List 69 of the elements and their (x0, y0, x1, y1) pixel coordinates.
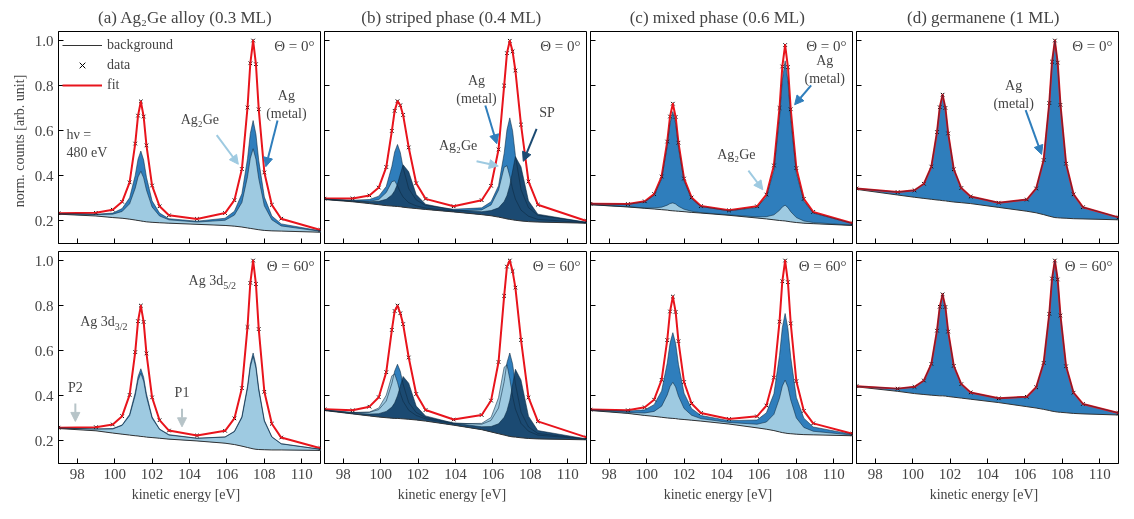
y-tick-label: 0.6 (34, 122, 54, 139)
x-axis-title: kinetic energy [eV] (397, 486, 507, 502)
x-axis-title: kinetic energy [eV] (929, 486, 1039, 502)
x-tick-label: 106 (1013, 465, 1037, 482)
x-axis-title: kinetic energy [eV] (663, 486, 773, 502)
annotation: SP (539, 105, 555, 121)
x-tick-label: 108 (519, 465, 542, 482)
x-tick-label: 106 (747, 465, 771, 482)
y-tick-label: 0.8 (34, 297, 54, 314)
x-tick-label: 100 (369, 465, 392, 482)
x-tick-label: 108 (785, 465, 808, 482)
annotation: P2 (67, 379, 83, 395)
annotation: Θ = 60° (798, 257, 847, 274)
annotation: Θ = 0° (806, 37, 847, 54)
annotation: Ag₂Ge (439, 137, 478, 153)
x-tick-label: 100 (901, 465, 924, 482)
x-tick-label: 110 (556, 465, 579, 482)
x-tick-label: 104 (710, 465, 734, 482)
x-tick-label: 100 (103, 465, 126, 482)
chart-title: (c) mixed phase (0.6 ML) (629, 7, 805, 27)
chart-title: (d) germanene (1 ML) (907, 7, 1060, 27)
x-tick-label: 108 (253, 465, 276, 482)
x-tick-label: 98 (867, 465, 883, 482)
x-tick-label: 104 (178, 465, 202, 482)
x-tick-label: 110 (1088, 465, 1111, 482)
y-tick-label: 0.2 (34, 212, 54, 229)
legend-label: data (107, 57, 131, 73)
y-tick-label: 1.0 (34, 32, 54, 49)
x-tick-label: 106 (215, 465, 239, 482)
x-tick-label: 98 (69, 465, 85, 482)
x-tick-label: 104 (444, 465, 468, 482)
y-axis-title: norm. counts [arb. unit] (11, 74, 27, 208)
annotation: Θ = 60° (266, 257, 315, 274)
x-tick-label: 100 (635, 465, 658, 482)
annotation: Θ = 60° (1064, 257, 1113, 274)
y-tick-label: 0.4 (34, 167, 54, 184)
x-tick-label: 110 (290, 465, 313, 482)
y-tick-label: 1.0 (34, 252, 54, 269)
annotation: Ag₂Ge (717, 147, 756, 163)
legend-label: fit (107, 77, 121, 93)
annotation: Ag (metal) (456, 72, 498, 107)
x-tick-label: 102 (672, 465, 696, 482)
annotation: Θ = 60° (532, 257, 581, 274)
annotation: Ag (metal) (266, 87, 307, 122)
annotation: P1 (174, 385, 190, 401)
x-tick-label: 102 (938, 465, 962, 482)
annotation: Θ = 0° (540, 37, 581, 54)
x-tick-label: 102 (140, 465, 164, 482)
annotation: hν = 480 eV (66, 126, 108, 160)
annotation: Θ = 0° (274, 37, 315, 54)
y-tick-label: 0.6 (34, 342, 54, 359)
annotation: Ag (metal) (804, 52, 846, 87)
legend-label: background (107, 37, 174, 53)
annotation: Ag₂Ge (180, 111, 220, 127)
chart-title: (b) striped phase (0.4 ML) (361, 7, 542, 27)
chart-title: (a) Ag₂Ge alloy (0.3 ML) (98, 7, 272, 27)
x-tick-label: 108 (1051, 465, 1074, 482)
x-tick-label: 98 (601, 465, 617, 482)
y-tick-label: 0.4 (34, 387, 54, 404)
annotation: Θ = 0° (1072, 37, 1113, 54)
x-tick-label: 106 (481, 465, 505, 482)
x-tick-label: 98 (335, 465, 351, 482)
y-tick-label: 0.8 (34, 77, 54, 94)
x-tick-label: 104 (976, 465, 1000, 482)
annotation: Ag (metal) (993, 77, 1035, 112)
x-tick-label: 102 (406, 465, 430, 482)
x-tick-label: 110 (822, 465, 845, 482)
y-tick-label: 0.2 (34, 432, 54, 449)
x-axis-title: kinetic energy [eV] (131, 486, 241, 502)
